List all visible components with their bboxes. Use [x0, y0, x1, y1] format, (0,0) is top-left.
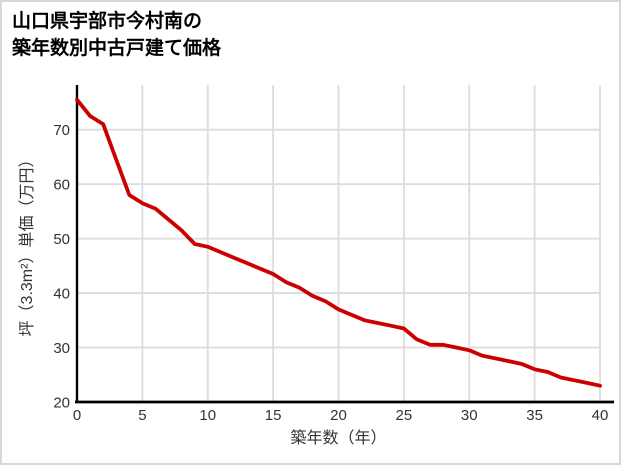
chart-title-line1: 山口県宇部市今村南の [12, 11, 203, 32]
x-tick-label: 0 [73, 407, 81, 424]
chart-title-line2: 築年数別中古戸建て価格 [12, 38, 222, 59]
price-line-series [75, 97, 602, 388]
chart-title: 山口県宇部市今村南の 築年数別中古戸建て価格 [12, 8, 221, 62]
y-tick-label: 20 [53, 395, 70, 412]
x-tick-label: 5 [138, 407, 146, 424]
x-tick-label: 35 [526, 407, 543, 424]
y-tick-label: 70 [53, 122, 70, 139]
x-tick-label: 20 [330, 407, 347, 424]
x-tick-label: 15 [265, 407, 282, 424]
x-tick-label: 30 [461, 407, 478, 424]
y-tick-label: 40 [53, 286, 70, 303]
y-tick-label: 50 [53, 231, 70, 248]
y-tick-label: 30 [53, 340, 70, 357]
x-axis-title: 築年数（年） [290, 429, 386, 447]
y-tick-label: 60 [53, 177, 70, 194]
x-tick-label: 40 [592, 407, 609, 424]
x-tick-label: 10 [199, 407, 216, 424]
y-axis-title: 坪（3.3m²）単価（万円） [18, 152, 36, 337]
x-tick-label: 25 [396, 407, 413, 424]
